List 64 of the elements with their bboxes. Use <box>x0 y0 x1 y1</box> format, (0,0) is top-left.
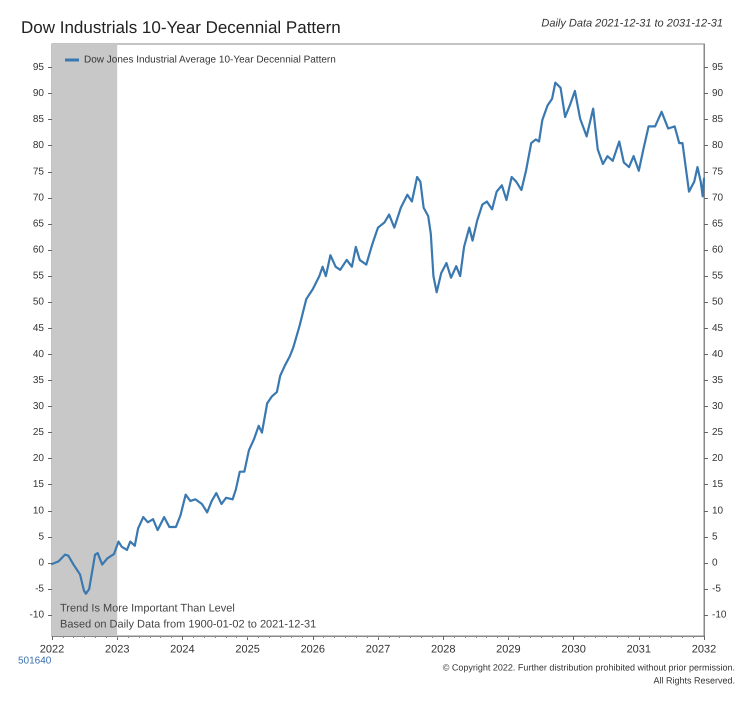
y-tick-label: 70 <box>32 192 44 204</box>
y-tick-label: 10 <box>32 505 44 516</box>
y2-tick-label: 85 <box>712 114 724 126</box>
x-tick-label: 2023 <box>104 644 130 656</box>
y-tick-label: 40 <box>32 348 44 360</box>
y2-tick-label: 0 <box>712 557 718 568</box>
x-tick-label: 2025 <box>235 644 260 656</box>
text: Daily Data 2021-12-31 to 2031-12-31 <box>541 18 724 30</box>
y-tick-label: 90 <box>32 88 44 100</box>
y-tick-label: 35 <box>32 374 44 386</box>
text: © Copyright 2022. Further distribution prohibited without prior permission. <box>442 662 736 672</box>
y-tick-label: 20 <box>32 453 44 464</box>
y-tick-label: 55 <box>32 270 44 282</box>
y2-tick-label: 55 <box>712 270 724 282</box>
x-tick-label: 2031 <box>626 644 652 656</box>
y-tick-label: -10 <box>30 610 44 621</box>
y2-tick-label: 5 <box>712 531 718 542</box>
x-tick-label: 2032 <box>692 644 716 656</box>
y-tick-label: 0 <box>38 557 44 568</box>
y2-tick-label: 90 <box>712 88 724 100</box>
x-tick-label: 2029 <box>496 644 521 656</box>
y2-tick-label: 75 <box>712 166 724 178</box>
y-tick-label: 65 <box>32 218 44 230</box>
y-tick-label: 85 <box>32 114 44 126</box>
y-tick-label: 25 <box>32 427 44 438</box>
y-tick-label: 60 <box>32 244 44 256</box>
y-tick-label: 75 <box>32 166 44 178</box>
x-tick-label: 2028 <box>430 644 456 656</box>
y2-tick-label: 10 <box>712 505 724 516</box>
y-tick-label: -5 <box>35 584 44 595</box>
y2-tick-label: 30 <box>712 401 724 412</box>
y-tick-label: 15 <box>32 479 44 490</box>
y2-tick-label: 35 <box>712 374 724 386</box>
x-tick-label: 2027 <box>366 644 390 656</box>
x-tick-label: 2026 <box>300 644 326 656</box>
legend-label: Dow Jones Industrial Average 10-Year Decennial Pattern <box>84 54 336 66</box>
y2-tick-label: 40 <box>712 348 724 360</box>
y-tick-label: 45 <box>32 322 44 334</box>
y-tick-label: 30 <box>32 401 44 412</box>
y2-tick-label: 65 <box>712 218 724 230</box>
y2-tick-label: 60 <box>712 244 724 256</box>
line-series <box>50 81 706 595</box>
text: All Rights Reserved. <box>653 676 736 686</box>
annotation: Trend Is More Important Than Level <box>60 602 235 614</box>
y-tick-label: 5 <box>38 531 44 542</box>
x-tick-label: 2022 <box>40 644 64 656</box>
y2-tick-label: 25 <box>712 427 724 438</box>
chart-title: Dow Industrials 10-Year Decennial Pattern <box>21 18 341 37</box>
y-tick-label: 95 <box>32 62 44 73</box>
y2-tick-label: 80 <box>712 140 724 152</box>
y-tick-label: 80 <box>32 140 44 152</box>
y-tick-label: 50 <box>32 296 44 308</box>
y2-tick-label: -10 <box>712 610 727 621</box>
y2-tick-label: 50 <box>712 296 724 308</box>
x-tick-label: 2024 <box>170 644 195 656</box>
y2-tick-label: 20 <box>712 453 724 464</box>
text: 501640 <box>18 656 52 666</box>
y2-tick-label: 70 <box>712 192 724 204</box>
y2-tick-label: 45 <box>712 322 724 334</box>
annotation: Based on Daily Data from 1900-01-02 to 2021-12-31 <box>60 618 316 630</box>
y2-tick-label: 15 <box>712 479 724 490</box>
y2-tick-label: -5 <box>712 584 722 595</box>
y2-tick-label: 95 <box>712 62 724 73</box>
x-tick-label: 2030 <box>561 644 586 656</box>
